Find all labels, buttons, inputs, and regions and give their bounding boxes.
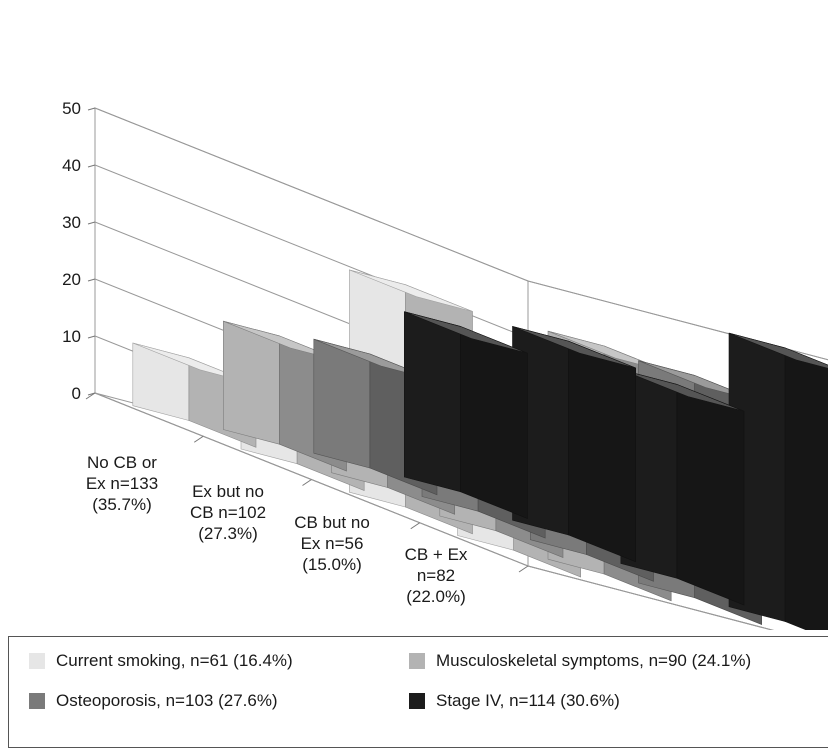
y-axis: 0 10 20 30 40 50 bbox=[62, 99, 529, 573]
legend-swatch bbox=[29, 693, 45, 709]
x-category-label: CB but no Ex n=56 (15.0%) bbox=[294, 513, 370, 574]
y-tick-label: 0 bbox=[72, 384, 81, 403]
legend-item-stage-iv: Stage IV, n=114 (30.6%) bbox=[409, 691, 620, 711]
y-tick-mark bbox=[87, 278, 96, 282]
bar-top-face bbox=[512, 326, 636, 369]
x-category-label-line: Ex n=133 bbox=[86, 474, 158, 493]
legend-swatch bbox=[409, 693, 425, 709]
legend: Current smoking, n=61 (16.4%) Musculoske… bbox=[8, 636, 828, 748]
x-category-label-line: No CB or bbox=[87, 453, 157, 472]
x-category-label-line: CB but no bbox=[294, 513, 370, 532]
x-category-label-line: n=82 bbox=[417, 566, 455, 585]
x-category-label-line: CB + Ex bbox=[405, 545, 468, 564]
bar-top-face bbox=[620, 369, 745, 412]
x-category-label-line: Ex but no bbox=[192, 482, 264, 501]
y-tick-label: 10 bbox=[62, 327, 81, 346]
bars bbox=[132, 269, 828, 630]
bar-top-face bbox=[349, 269, 473, 312]
x-tick-mark bbox=[302, 479, 312, 486]
y-tick-mark bbox=[87, 107, 96, 111]
bar-top-face bbox=[404, 311, 528, 354]
x-tick-mark bbox=[518, 565, 529, 573]
legend-label: Current smoking, n=61 (16.4%) bbox=[56, 651, 293, 670]
legend-item-musculoskeletal: Musculoskeletal symptoms, n=90 (24.1%) bbox=[409, 651, 751, 671]
y-tick-mark bbox=[87, 335, 96, 339]
x-tick-mark bbox=[193, 435, 204, 443]
y-tick-mark bbox=[87, 164, 96, 168]
x-tick-mark bbox=[410, 522, 421, 530]
legend-label: Stage IV, n=114 (30.6%) bbox=[436, 691, 620, 710]
x-category-label-line: (22.0%) bbox=[406, 587, 466, 606]
category-labels: No CB or Ex n=133 (35.7%) Ex but no CB n=102… bbox=[86, 453, 468, 606]
legend-item-osteoporosis: Osteoporosis, n=103 (27.6%) bbox=[29, 691, 278, 711]
y-tick-label: 20 bbox=[62, 270, 81, 289]
x-category-label-line: Ex n=56 bbox=[301, 534, 364, 553]
legend-item-current-smoking: Current smoking, n=61 (16.4%) bbox=[29, 651, 293, 671]
legend-swatch bbox=[29, 653, 45, 669]
bar-side-face bbox=[784, 347, 828, 630]
x-category-label: No CB or Ex n=133 (35.7%) bbox=[86, 453, 158, 514]
bar-side-face bbox=[568, 340, 637, 563]
x-category-label-line: (15.0%) bbox=[302, 555, 362, 574]
legend-label: Osteoporosis, n=103 (27.6%) bbox=[56, 691, 278, 710]
bar-side-face bbox=[676, 383, 745, 606]
bar-front-face bbox=[403, 311, 461, 493]
x-category-label-line: (35.7%) bbox=[92, 495, 152, 514]
x-category-label-line: (27.3%) bbox=[198, 524, 258, 543]
x-category-label-line: CB n=102 bbox=[190, 503, 266, 522]
bar bbox=[403, 311, 528, 519]
y-tick-mark bbox=[87, 221, 96, 225]
x-tick-mark bbox=[85, 392, 96, 400]
y-tick-label: 50 bbox=[62, 99, 81, 118]
legend-swatch bbox=[409, 653, 425, 669]
y-tick-label: 40 bbox=[62, 156, 81, 175]
y-tick-label: 30 bbox=[62, 213, 81, 232]
chart-area: 0 10 20 30 40 50 No CB or Ex n=133 (35.7%) Ex bu… bbox=[62, 99, 828, 630]
bar-top-face bbox=[728, 332, 828, 369]
x-category-label: CB + Ex n=82 (22.0%) bbox=[405, 545, 468, 606]
legend-label: Musculoskeletal symptoms, n=90 (24.1%) bbox=[436, 651, 752, 670]
bar-side-face bbox=[460, 325, 528, 519]
x-category-label: Ex but no CB n=102 (27.3%) bbox=[190, 482, 266, 543]
